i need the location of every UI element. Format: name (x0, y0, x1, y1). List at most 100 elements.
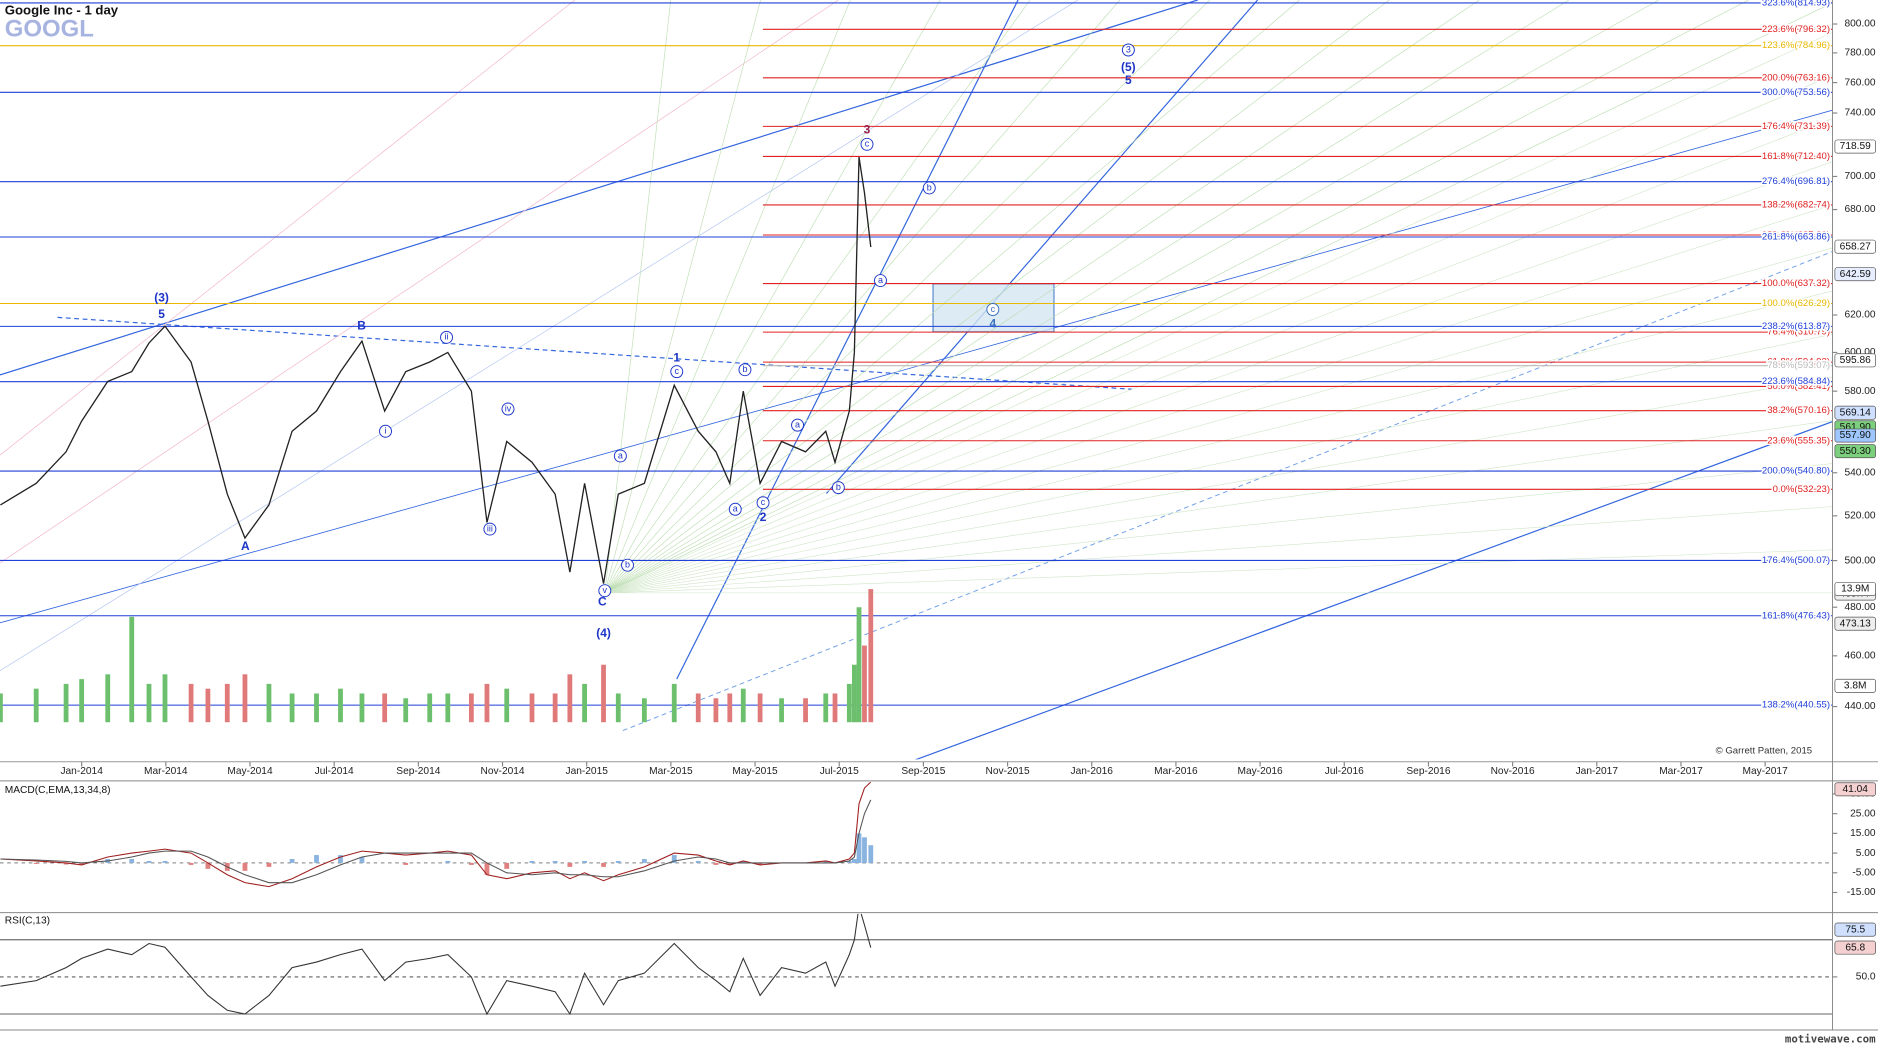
wave-circle (483, 522, 497, 536)
histogram-bar (242, 862, 248, 871)
histogram-bar (727, 862, 733, 865)
y-tick-label: 800.00 (1844, 19, 1875, 30)
wave-circle (986, 303, 1000, 316)
volume-bar (695, 693, 701, 723)
fan-line (0, 0, 839, 564)
fib-label: 223.6%(584.84) (1762, 376, 1830, 387)
price-tag-label: 569.14 (1840, 407, 1871, 418)
histogram-bar (33, 862, 39, 864)
x-tick-label: Jan-2015 (565, 766, 608, 777)
histogram-bar (695, 860, 701, 863)
wave-label: v (603, 585, 608, 595)
wave-circle (738, 363, 752, 377)
histogram-bar (266, 862, 272, 867)
wave-label: i (385, 426, 387, 436)
volume-bar (601, 664, 606, 723)
wave-circle (728, 502, 742, 516)
wave-circle (922, 181, 936, 195)
volume-bar (641, 698, 647, 723)
histogram-bar (846, 860, 852, 863)
volume-bar (289, 693, 295, 723)
x-tick-label: Mar-2017 (1659, 766, 1703, 777)
y-tick-label: 780.00 (1844, 48, 1875, 59)
fan-line (604, 0, 1749, 594)
wave-label: iii (487, 523, 493, 533)
fib-label: 76.4%(610.79) (1767, 327, 1830, 338)
wave-label: a (618, 450, 623, 460)
wave-label: C (598, 595, 607, 609)
fib-label: 161.8%(476.43) (1762, 610, 1830, 621)
volume-bar (382, 693, 388, 723)
wave-circle (440, 330, 454, 344)
volume-bar (79, 679, 85, 723)
price-tag (1834, 444, 1876, 459)
y-tick-label: 440.00 (1844, 701, 1875, 712)
fib-label: 0.0%(532.23) (1773, 484, 1831, 495)
histogram-bar (129, 858, 135, 863)
fib-label: 23.6%(555.35) (1767, 435, 1830, 446)
volume-bar (359, 693, 365, 723)
y-tick-label: 620.00 (1844, 310, 1875, 321)
histogram-bar (582, 860, 587, 863)
volume-bar (552, 693, 558, 723)
x-tick-label: Jan-2014 (60, 766, 103, 777)
histogram-bar (862, 837, 867, 863)
volume-bar (851, 664, 857, 723)
wave-label: c (675, 366, 680, 376)
wave-label: ii (445, 332, 449, 342)
wave-label: (5) (1121, 60, 1136, 74)
wave-label: 5 (1125, 73, 1132, 87)
volume-bar (468, 693, 474, 723)
fib-label: 176.4%(731.39) (1762, 121, 1830, 132)
price-tag-label: 642.59 (1840, 269, 1871, 280)
price-tag (1834, 428, 1876, 443)
fan-line (604, 0, 1480, 594)
histogram-bar (823, 860, 829, 863)
fib-label: 238.2%(613.87) (1762, 321, 1830, 332)
fib-label: 161.8%(712.40) (1762, 151, 1830, 162)
volume-bar (757, 693, 763, 723)
histogram-bar (359, 857, 365, 863)
x-tick-label: Mar-2014 (144, 766, 188, 777)
fib-label: 223.6%(796.32) (1762, 24, 1830, 35)
histogram-bar (162, 860, 168, 863)
wave-label: b (742, 364, 747, 374)
histogram-bar (851, 858, 857, 863)
wave-label: a (733, 504, 738, 514)
price-tag-label: 658.27 (1840, 241, 1871, 252)
panel-title: RSI(C,13) (5, 916, 50, 927)
y-tick-label: 25.00 (1850, 808, 1876, 819)
price-tag-label: 595.86 (1840, 355, 1871, 366)
histogram-bar (552, 860, 558, 863)
y-tick-label: -5.00 (1852, 867, 1876, 878)
price-tag (1834, 139, 1876, 154)
y-tick-label: -15.00 (1847, 887, 1876, 898)
y-tick-label: 700.00 (1844, 171, 1875, 182)
histogram-bar (601, 862, 606, 867)
wave-circle (756, 496, 770, 510)
histogram-bar (671, 855, 677, 863)
wave-label: A (241, 539, 250, 553)
price-tag (1834, 616, 1876, 631)
fan-line (604, 32, 1833, 594)
fan-line (604, 463, 1833, 594)
fan-line (604, 0, 1659, 594)
volume-bar (105, 674, 111, 723)
price-tag (1834, 239, 1876, 254)
volume-bar (129, 616, 135, 723)
volume-bar (846, 683, 852, 723)
wave-circle (621, 558, 634, 572)
wave-circle (613, 449, 627, 463)
volume-bar (713, 698, 719, 723)
volume-bar (823, 693, 829, 723)
fib-label: 100.0%(626.29) (1762, 298, 1830, 309)
volume-bar (146, 683, 152, 723)
fan-line (604, 420, 1833, 594)
fib-label: 123.6%(784.96) (1762, 40, 1830, 51)
wave-label: B (357, 318, 366, 332)
y-tick-label: 740.00 (1844, 108, 1875, 119)
trend-line (57, 316, 1132, 390)
volume-bar (529, 693, 535, 723)
wave-label: 3 (1126, 44, 1131, 54)
